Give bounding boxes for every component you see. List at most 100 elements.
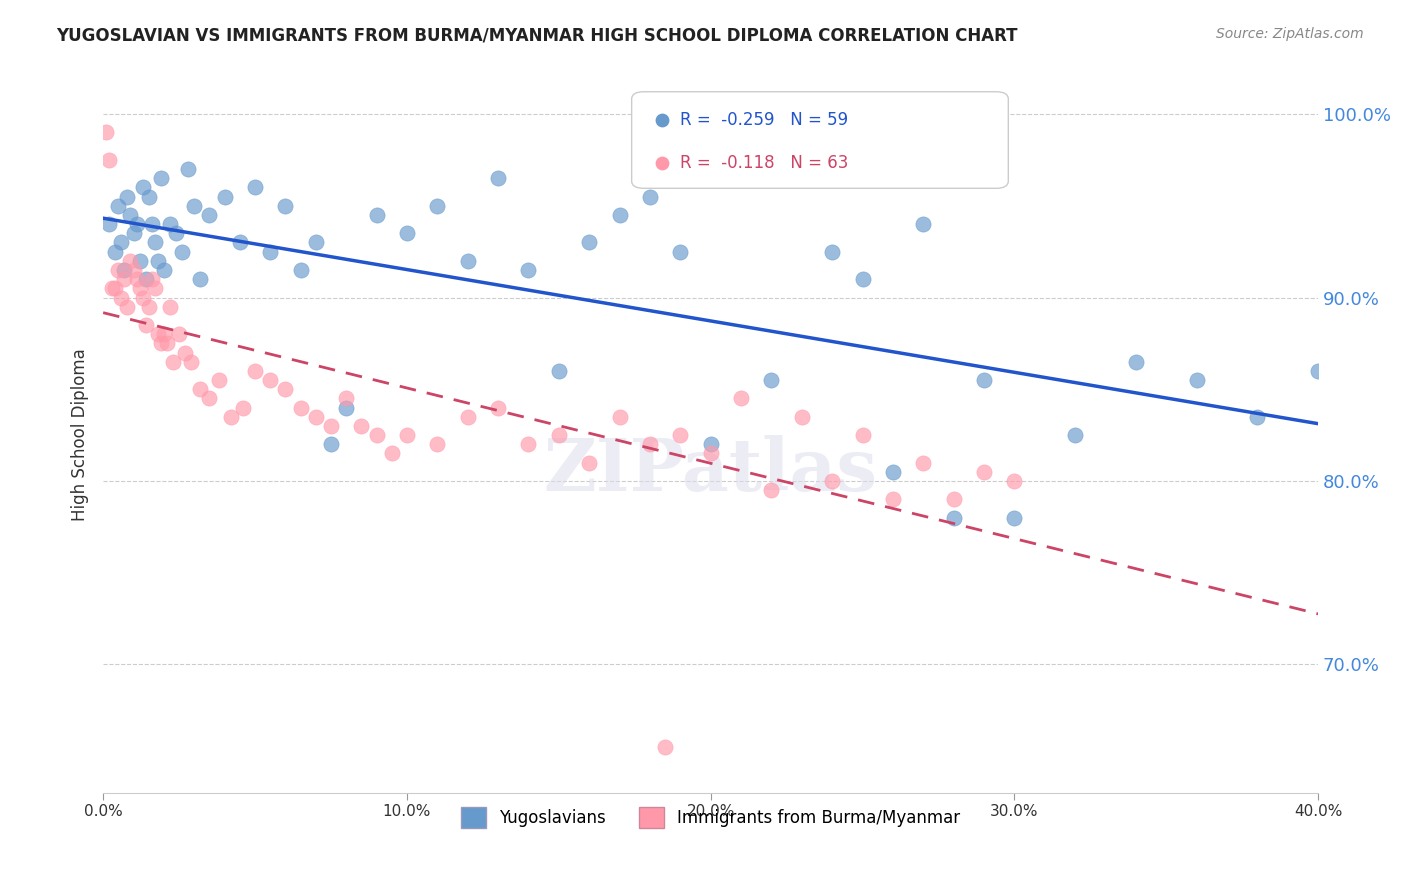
Point — [207, 373, 229, 387]
Point — [131, 291, 153, 305]
Point — [669, 428, 692, 442]
Point — [426, 437, 449, 451]
Point — [162, 354, 184, 368]
Point — [188, 382, 211, 396]
Point — [172, 244, 194, 259]
Point — [153, 327, 176, 342]
Point — [120, 253, 142, 268]
Point — [122, 263, 145, 277]
Point — [174, 345, 197, 359]
Point — [486, 171, 509, 186]
Point — [761, 483, 783, 497]
Point — [517, 437, 540, 451]
Point — [761, 373, 783, 387]
Point — [609, 208, 631, 222]
Point — [146, 327, 169, 342]
Point — [125, 217, 148, 231]
Point — [699, 437, 721, 451]
Point — [96, 125, 118, 139]
Legend: Yugoslavians, Immigrants from Burma/Myanmar: Yugoslavians, Immigrants from Burma/Myan… — [454, 801, 967, 834]
Point — [609, 409, 631, 424]
Point — [188, 272, 211, 286]
Point — [112, 263, 135, 277]
Point — [110, 291, 132, 305]
Point — [638, 189, 661, 203]
Point — [198, 208, 221, 222]
Point — [578, 235, 600, 250]
Point — [243, 364, 266, 378]
Point — [790, 409, 813, 424]
Point — [98, 153, 121, 167]
Point — [699, 446, 721, 460]
Point — [219, 409, 242, 424]
Point — [177, 162, 200, 177]
Point — [1002, 474, 1025, 488]
Text: R =  -0.259   N = 59: R = -0.259 N = 59 — [681, 112, 848, 129]
Point — [107, 263, 129, 277]
Text: Source: ZipAtlas.com: Source: ZipAtlas.com — [1216, 27, 1364, 41]
Point — [486, 401, 509, 415]
Point — [912, 456, 935, 470]
Point — [153, 263, 176, 277]
Point — [167, 327, 190, 342]
Point — [457, 409, 479, 424]
Point — [259, 373, 281, 387]
Point — [335, 401, 357, 415]
Point — [149, 336, 172, 351]
Point — [882, 492, 904, 507]
Point — [305, 409, 328, 424]
Point — [165, 227, 187, 241]
Point — [198, 392, 221, 406]
Point — [138, 300, 160, 314]
Point — [229, 235, 252, 250]
Point — [159, 217, 181, 231]
Point — [141, 272, 163, 286]
Point — [942, 492, 965, 507]
Point — [131, 180, 153, 194]
Point — [457, 253, 479, 268]
Point — [851, 428, 873, 442]
Text: R =  -0.118   N = 63: R = -0.118 N = 63 — [681, 154, 849, 172]
Point — [578, 456, 600, 470]
Point — [122, 227, 145, 241]
FancyBboxPatch shape — [631, 92, 1008, 188]
Point — [104, 281, 127, 295]
Point — [243, 180, 266, 194]
Point — [1064, 428, 1087, 442]
Point — [547, 428, 569, 442]
Point — [141, 217, 163, 231]
Point — [183, 199, 205, 213]
Point — [1125, 354, 1147, 368]
Point — [366, 428, 388, 442]
Point — [942, 510, 965, 524]
Point — [128, 253, 150, 268]
Point — [335, 392, 357, 406]
Point — [110, 235, 132, 250]
Point — [156, 336, 179, 351]
Point — [149, 171, 172, 186]
Point — [319, 437, 342, 451]
Point — [821, 474, 844, 488]
Point — [159, 300, 181, 314]
Point — [851, 272, 873, 286]
Point — [1246, 409, 1268, 424]
Point — [117, 300, 139, 314]
Text: YUGOSLAVIAN VS IMMIGRANTS FROM BURMA/MYANMAR HIGH SCHOOL DIPLOMA CORRELATION CHA: YUGOSLAVIAN VS IMMIGRANTS FROM BURMA/MYA… — [56, 27, 1018, 45]
Text: ZIPatlas: ZIPatlas — [544, 435, 877, 507]
Point — [259, 244, 281, 259]
Point — [395, 227, 418, 241]
Point — [973, 373, 995, 387]
Point — [973, 465, 995, 479]
Point — [274, 382, 297, 396]
Point — [350, 418, 373, 433]
Point — [125, 272, 148, 286]
Y-axis label: High School Diploma: High School Diploma — [72, 349, 89, 522]
Point — [1185, 373, 1208, 387]
Point — [395, 428, 418, 442]
Point — [319, 418, 342, 433]
Point — [98, 217, 121, 231]
Point — [426, 199, 449, 213]
Point — [912, 217, 935, 231]
Point — [143, 235, 166, 250]
Point — [117, 189, 139, 203]
